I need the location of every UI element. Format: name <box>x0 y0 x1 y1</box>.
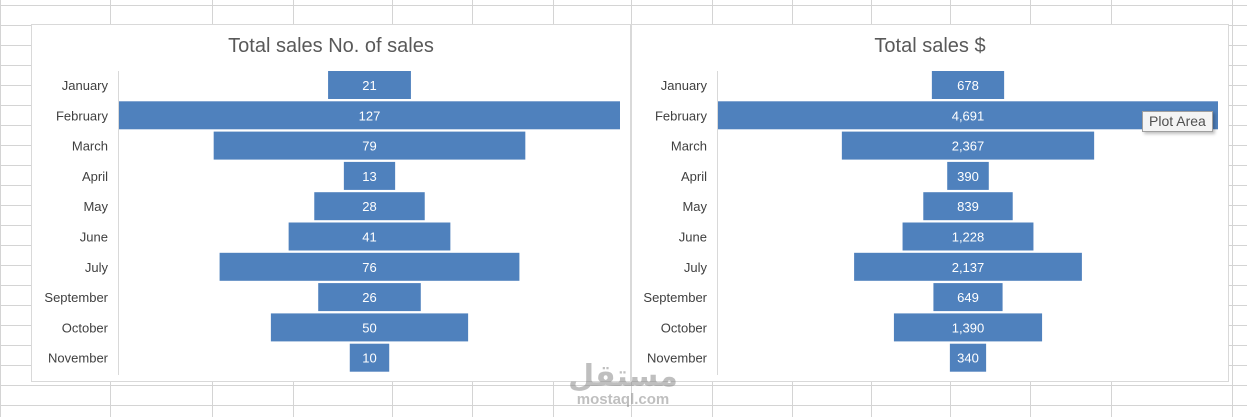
data-label: 4,691 <box>952 108 985 123</box>
category-tick-label: November <box>647 351 708 366</box>
data-label: 2,137 <box>952 260 985 275</box>
data-label: 340 <box>957 351 979 366</box>
category-tick-label: November <box>48 351 109 366</box>
data-label: 28 <box>362 199 376 214</box>
plot-area-tooltip: Plot Area <box>1142 111 1213 132</box>
category-tick-label: March <box>72 139 108 154</box>
bar[interactable] <box>219 252 520 281</box>
category-tick-label: February <box>655 108 708 123</box>
category-tick-label: September <box>643 290 707 305</box>
bar[interactable] <box>854 252 1082 281</box>
watermark-arabic: مستقل <box>568 360 678 393</box>
category-tick-label: July <box>85 260 109 275</box>
bar[interactable] <box>933 283 1003 312</box>
category-tick-label: January <box>62 78 109 93</box>
data-label: 76 <box>362 260 376 275</box>
data-label: 678 <box>957 78 979 93</box>
bar[interactable] <box>343 161 396 190</box>
category-tick-label: October <box>62 320 109 335</box>
category-tick-label: January <box>661 78 708 93</box>
data-label: 21 <box>362 78 376 93</box>
data-label: 1,390 <box>952 320 985 335</box>
chart-plot[interactable]: 678 January 4,691 February 2,367 March 390 Apri… <box>632 25 1230 383</box>
bar[interactable] <box>923 192 1013 221</box>
watermark-logo: مستقل mostaql.com <box>567 362 679 408</box>
data-label: 13 <box>362 169 376 184</box>
category-tick-label: April <box>82 169 108 184</box>
bar[interactable] <box>718 101 1218 130</box>
bar[interactable] <box>841 131 1095 160</box>
chart-no-of-sales[interactable]: Total sales No. of sales 21 January 127 Feb… <box>31 24 631 382</box>
bar[interactable] <box>328 71 411 99</box>
data-label: 127 <box>359 108 381 123</box>
data-label: 10 <box>362 351 376 366</box>
bar[interactable] <box>213 131 526 160</box>
bar[interactable] <box>349 343 390 372</box>
category-tick-label: May <box>83 199 108 214</box>
category-tick-label: March <box>671 139 707 154</box>
bar[interactable] <box>931 71 1005 99</box>
category-tick-label: June <box>80 230 108 245</box>
chart-title: Total sales No. of sales <box>228 35 434 57</box>
bar[interactable] <box>119 101 620 130</box>
category-tick-label: October <box>661 320 708 335</box>
data-label: 1,228 <box>952 230 985 245</box>
chart-title: Total sales $ <box>874 35 986 57</box>
data-label: 839 <box>957 199 979 214</box>
bar[interactable] <box>270 313 469 342</box>
data-label: 2,367 <box>952 139 985 154</box>
bar[interactable] <box>947 161 989 190</box>
bar[interactable] <box>288 222 451 251</box>
data-label: 50 <box>362 320 376 335</box>
data-label: 26 <box>362 290 376 305</box>
bar[interactable] <box>318 283 421 312</box>
data-label: 41 <box>362 230 376 245</box>
category-tick-label: April <box>681 169 707 184</box>
data-label: 79 <box>362 139 376 154</box>
chart-plot[interactable]: 21 January 127 February 79 March 13 April 28 May 4… <box>32 25 632 383</box>
category-tick-label: September <box>44 290 108 305</box>
bar[interactable] <box>949 343 987 372</box>
bar[interactable] <box>902 222 1034 251</box>
bar[interactable] <box>314 192 425 221</box>
category-tick-label: May <box>682 199 707 214</box>
watermark-latin: mostaql.com <box>576 391 670 408</box>
bar[interactable] <box>893 313 1043 342</box>
category-tick-label: July <box>684 260 708 275</box>
data-label: 649 <box>957 290 979 305</box>
chart-total-sales-dollars[interactable]: Total sales $ 678 January 4,691 February 2,3… <box>631 24 1229 382</box>
category-tick-label: June <box>679 230 707 245</box>
data-label: 390 <box>957 169 979 184</box>
category-tick-label: February <box>56 108 109 123</box>
